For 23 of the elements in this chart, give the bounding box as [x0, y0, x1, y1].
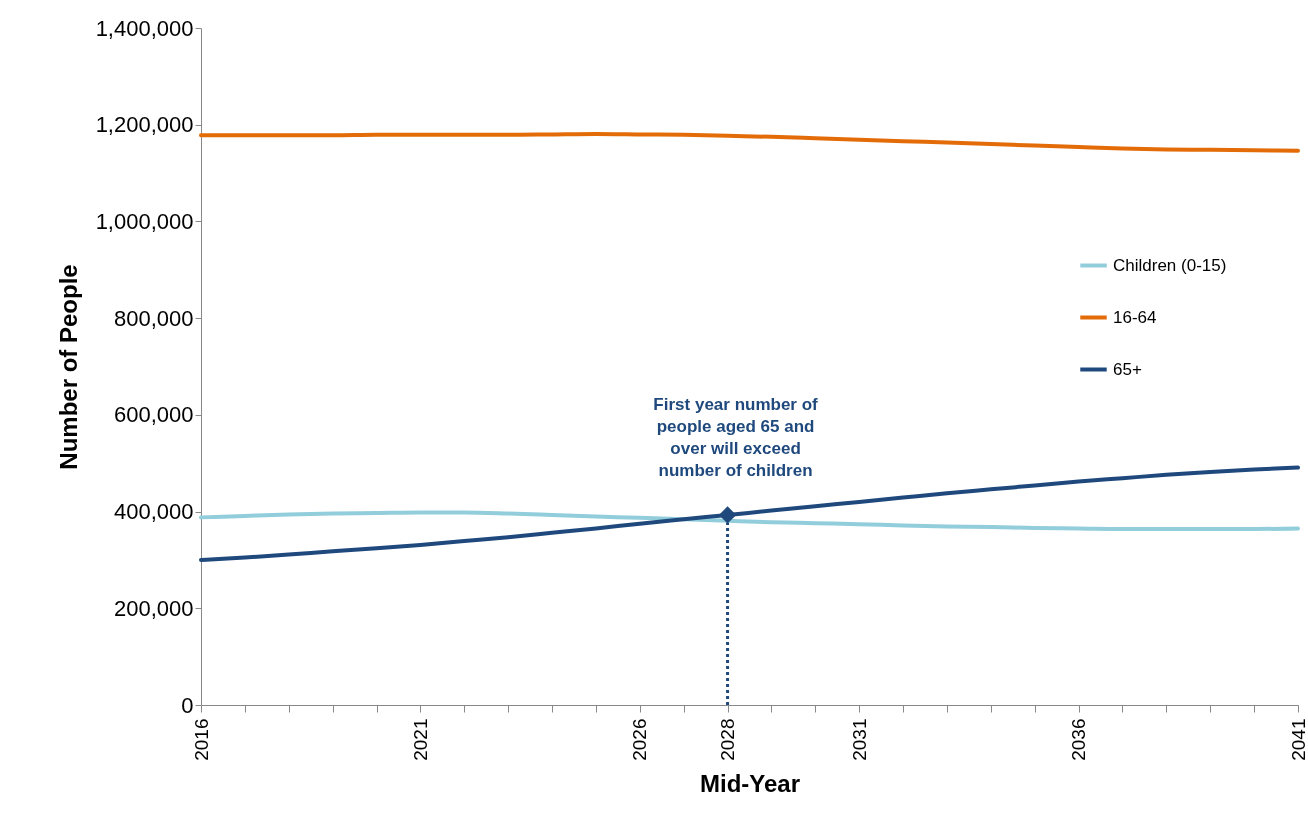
x-tick-label: 2021: [409, 718, 431, 761]
x-tick-label: 2041: [1287, 718, 1308, 761]
y-tick-label: 1,000,000: [95, 208, 194, 234]
line-series: [199, 465, 1300, 562]
legend-label: 16-64: [1113, 307, 1157, 327]
y-axis-title: Number of People: [54, 264, 82, 470]
x-tick-label: 2036: [1068, 718, 1090, 761]
y-tick-label: 800,000: [113, 305, 194, 331]
x-tick-label: 2028: [717, 718, 739, 761]
y-tick-label: 1,400,000: [95, 15, 194, 41]
y-tick-label: 0: [181, 692, 194, 718]
x-tick-label: 2031: [848, 718, 870, 761]
y-tick-label: 400,000: [113, 499, 194, 525]
y-tick-label: 1,200,000: [95, 112, 194, 138]
x-tick-label: 2026: [629, 718, 651, 761]
x-tick-label: 2016: [190, 718, 212, 761]
line-series: [199, 131, 1300, 153]
y-tick-label: 200,000: [113, 595, 194, 621]
annotation: First year number of people aged 65 and over will exceed number of children: [653, 394, 819, 480]
y-tick-label: 600,000: [113, 402, 194, 428]
legend-label: 65+: [1113, 359, 1142, 379]
legend-label: Children (0-15): [1113, 255, 1227, 275]
x-axis-title: Mid-Year: [699, 769, 801, 797]
